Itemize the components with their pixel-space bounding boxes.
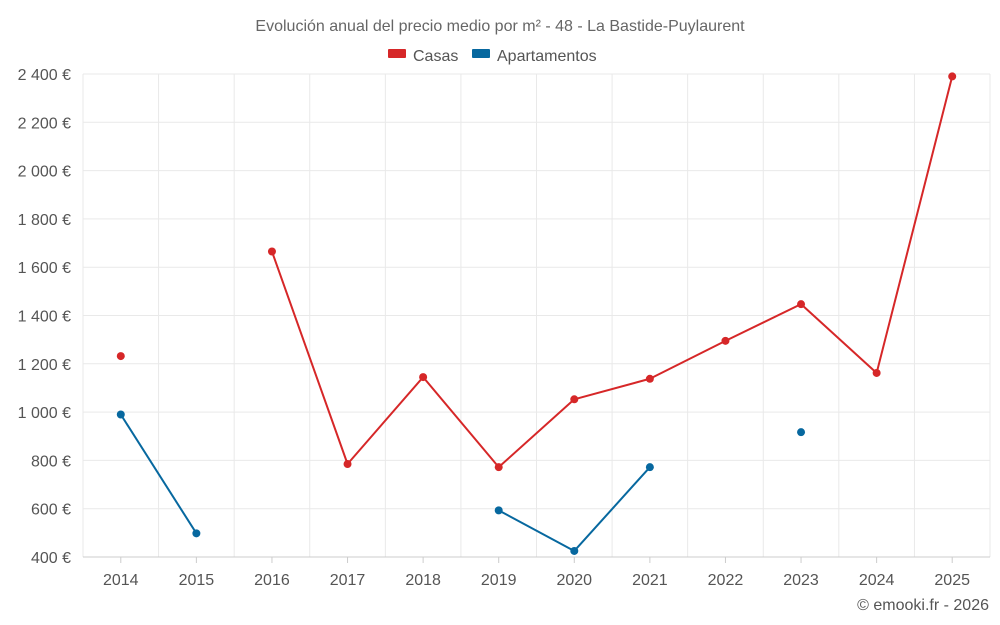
data-point-apartamentos[interactable] xyxy=(494,506,503,515)
y-tick-label: 2 400 € xyxy=(18,67,71,84)
x-tick-label: 2019 xyxy=(481,572,517,589)
legend-swatch-apartamentos xyxy=(472,49,490,58)
x-tick-label: 2022 xyxy=(708,572,744,589)
y-tick-label: 1 000 € xyxy=(18,405,71,422)
y-tick-label: 1 200 € xyxy=(18,357,71,374)
y-tick-label: 400 € xyxy=(31,550,71,567)
x-tick-label: 2015 xyxy=(179,572,215,589)
legend-label-apartamentos: Apartamentos xyxy=(497,48,597,65)
axes: 400 € 600 € 800 € 1 000 € 1 200 € 1 400 € 1 60… xyxy=(18,67,990,589)
data-point-casas[interactable] xyxy=(267,247,276,256)
data-point-casas[interactable] xyxy=(570,395,579,404)
data-point-apartamentos[interactable] xyxy=(570,546,579,555)
data-point-apartamentos[interactable] xyxy=(797,428,806,437)
series xyxy=(116,72,957,555)
legend-label-casas: Casas xyxy=(413,48,458,65)
x-tick-label: 2025 xyxy=(934,572,970,589)
series-apartamentos xyxy=(116,410,806,555)
data-point-casas[interactable] xyxy=(116,352,125,361)
legend-item-casas[interactable]: Casas xyxy=(388,48,458,65)
series-casas xyxy=(116,72,957,472)
data-point-casas[interactable] xyxy=(343,460,352,469)
data-point-casas[interactable] xyxy=(419,373,428,382)
y-tick-label: 2 000 € xyxy=(18,164,71,181)
legend-item-apartamentos[interactable]: Apartamentos xyxy=(472,48,597,65)
y-tick-label: 600 € xyxy=(31,502,71,519)
series-line-casas xyxy=(271,76,954,469)
x-tick-label: 2018 xyxy=(405,572,441,589)
data-point-casas[interactable] xyxy=(645,374,654,383)
grid xyxy=(82,73,991,557)
y-tick-label: 2 200 € xyxy=(18,115,71,132)
data-point-casas[interactable] xyxy=(721,336,730,345)
data-point-apartamentos[interactable] xyxy=(645,463,654,472)
data-point-apartamentos[interactable] xyxy=(116,410,125,419)
x-tick-label: 2024 xyxy=(859,572,895,589)
series-line-apartamentos xyxy=(119,413,198,534)
legend: Casas Apartamentos xyxy=(388,48,597,65)
x-tick-label: 2014 xyxy=(103,572,139,589)
data-point-casas[interactable] xyxy=(948,72,957,81)
data-point-apartamentos[interactable] xyxy=(192,529,201,538)
y-tick-label: 800 € xyxy=(31,453,71,470)
y-tick-label: 1 600 € xyxy=(18,260,71,277)
x-tick-label: 2023 xyxy=(783,572,819,589)
data-point-casas[interactable] xyxy=(494,463,503,472)
x-tick-label: 2017 xyxy=(330,572,366,589)
y-tick-label: 1 400 € xyxy=(18,309,71,326)
y-tick-label: 1 800 € xyxy=(18,212,71,229)
credit-text: © emooki.fr - 2026 xyxy=(857,597,989,614)
legend-swatch-casas xyxy=(388,49,406,58)
data-point-casas[interactable] xyxy=(872,368,881,377)
x-tick-label: 2021 xyxy=(632,572,668,589)
x-tick-label: 2016 xyxy=(254,572,290,589)
chart-title: Evolución anual del precio medio por m² … xyxy=(255,18,745,35)
x-tick-label: 2020 xyxy=(556,572,592,589)
data-point-casas[interactable] xyxy=(797,300,806,309)
